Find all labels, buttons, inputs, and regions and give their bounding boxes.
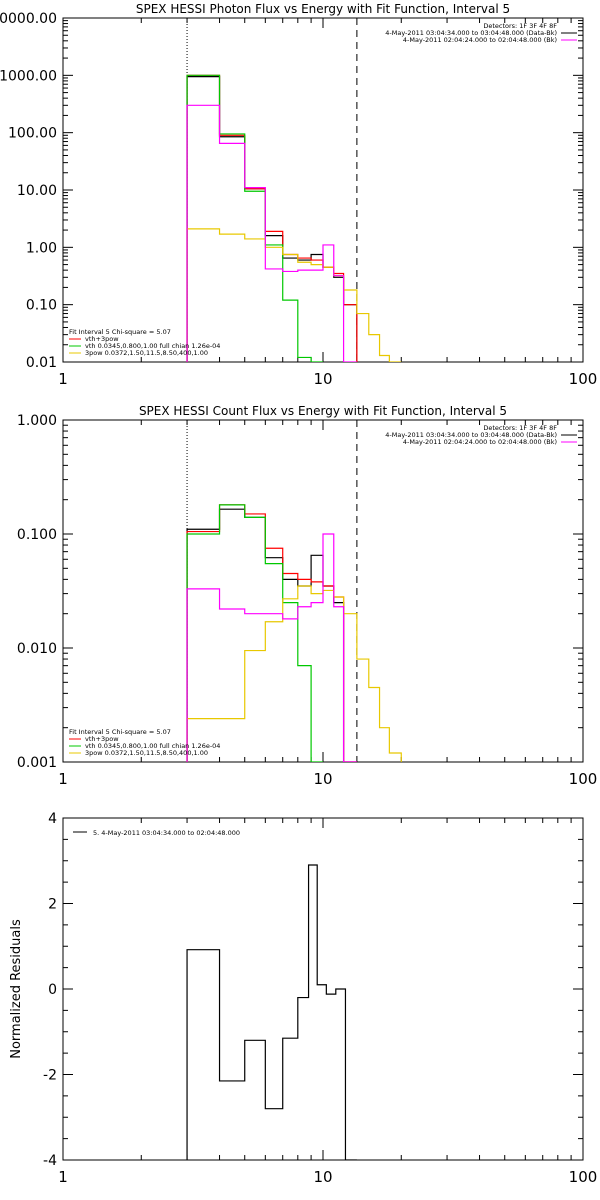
y-tick-label: -2	[43, 1068, 57, 1084]
y-tick-label: 0	[48, 982, 57, 998]
legend-entry: 5. 4-May-2011 03:04:34.000 to 02:04:48.0…	[93, 829, 240, 837]
y-tick-label: 100.00	[8, 126, 57, 142]
series-line-4	[186, 585, 402, 762]
chart-title: SPEX HESSI Count Flux vs Energy with Fit…	[139, 404, 507, 418]
y-tick-label: 1000.00	[0, 68, 57, 84]
legend-entry: Fit Interval 5 Chi-square = 5.07	[69, 328, 171, 336]
series-line-1	[186, 864, 357, 1160]
x-tick-label: 10	[313, 770, 332, 788]
y-tick-label: 0.001	[17, 755, 57, 771]
data-series	[186, 74, 402, 362]
y-tick-label: 1.00	[26, 240, 57, 256]
x-tick-label: 1	[58, 370, 68, 388]
y-tick-label: 0.010	[17, 641, 57, 657]
y-tick-label: 0.01	[26, 355, 57, 371]
x-tick-label: 10	[313, 1168, 332, 1186]
y-axis: 0.01 0.10 1.00 10.00 100.00 1000.00 0000.00	[0, 11, 583, 371]
plot-frame	[62, 17, 584, 363]
legend-entry: 3pow 0.0372,1.50,11.5,8.50,400,1.00	[85, 349, 208, 357]
x-tick-label: 100	[569, 370, 598, 388]
y-axis: -4 -2 0 2 4	[43, 811, 583, 1169]
chart-panel-2: SPEX HESSI Count Flux vs Energy with Fit…	[17, 404, 597, 788]
x-tick-label: 1	[58, 770, 68, 788]
legend-entry: 4-May-2011 03:04:34.000 to 03:04:48.000 …	[385, 431, 557, 439]
x-tick-label: 10	[313, 370, 332, 388]
series-line-5	[186, 104, 357, 362]
chart-panel-1: SPEX HESSI Photon Flux vs Energy with Fi…	[0, 2, 597, 388]
y-axis-label: Normalized Residuals	[9, 919, 24, 1059]
data-series	[186, 864, 357, 1160]
legend-entry: Fit Interval 5 Chi-square = 5.07	[69, 728, 171, 736]
y-tick-label: 0000.00	[0, 11, 57, 27]
data-series	[186, 504, 402, 762]
series-line-5	[186, 533, 357, 762]
y-tick-label: 4	[48, 811, 57, 827]
x-tick-label: 1	[58, 1168, 68, 1186]
y-tick-label: 0.100	[17, 527, 57, 543]
y-tick-label: 0.10	[26, 298, 57, 314]
legend-entry: vth 0.0345,0.800,1.00 full chian 1.26e-0…	[85, 342, 220, 350]
x-tick-label: 100	[569, 1168, 598, 1186]
y-tick-label: -4	[43, 1153, 57, 1169]
legend-entry: 4-May-2011 02:04:24.000 to 02:04:48.000 …	[403, 36, 557, 44]
legend-entry: Detectors: 1F 3F 4F 8F	[483, 22, 557, 30]
legend-entry: 4-May-2011 03:04:34.000 to 03:04:48.000 …	[385, 29, 557, 37]
y-tick-label: 1.000	[17, 413, 57, 429]
series-line-3	[186, 504, 323, 762]
y-axis: 0.001 0.010 0.100 1.000	[17, 413, 583, 771]
y-tick-label: 2	[48, 897, 57, 913]
legend-entry: vth 0.0345,0.800,1.00 full chian 1.26e-0…	[85, 742, 220, 750]
x-tick-label: 100	[569, 770, 598, 788]
chart-title: SPEX HESSI Photon Flux vs Energy with Fi…	[136, 2, 510, 16]
x-axis: 1 10 100	[58, 818, 597, 1186]
legend-entry: 4-May-2011 02:04:24.000 to 02:04:48.000 …	[403, 438, 557, 446]
series-line-2	[186, 504, 357, 762]
chart-panel-3: Normalized Residuals 1 10 100 -4 -2 0 2 4 5. 4-Ma…	[9, 811, 597, 1186]
legend-entry: 3pow 0.0372,1.50,11.5,8.50,400,1.00	[85, 749, 208, 757]
plot-frame	[62, 817, 584, 1161]
legend-entry: vth+3pow	[85, 335, 119, 343]
series-line-2	[186, 74, 358, 362]
series-line-3	[186, 74, 323, 362]
series-line-1	[186, 76, 358, 362]
x-axis: 1 10 100	[58, 18, 597, 388]
legend-entry: Detectors: 1F 3F 4F 8F	[483, 424, 557, 432]
y-tick-label: 10.00	[17, 183, 57, 199]
legend-entry: vth+3pow	[85, 735, 119, 743]
series-line-1	[186, 508, 357, 762]
